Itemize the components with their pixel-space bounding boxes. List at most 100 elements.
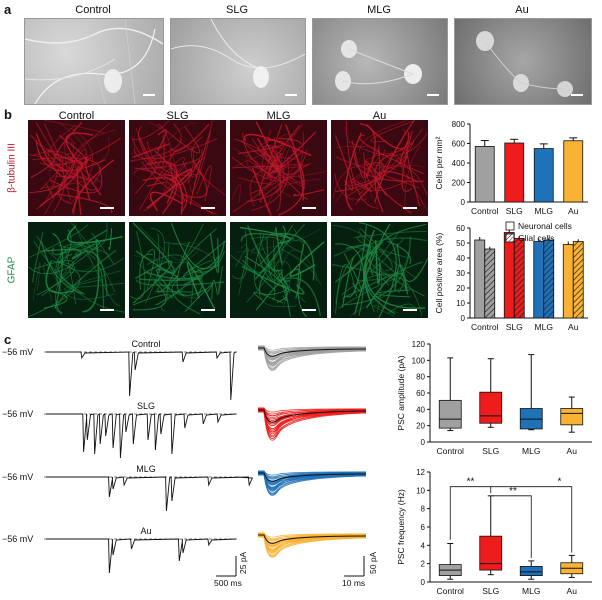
- x-tick-label: Au: [567, 586, 578, 596]
- voltage-label: −56 mV: [2, 472, 33, 482]
- scale-amp-label: 25 pA: [238, 551, 248, 574]
- sig-bracket: [492, 495, 532, 559]
- bar-glial-slg: [513, 238, 525, 319]
- y-tick-label: 0: [461, 314, 466, 323]
- fl-header-mlg: MLG: [266, 110, 291, 122]
- fl-header-au: Au: [372, 110, 387, 122]
- panel-label-a: a: [4, 2, 12, 17]
- bar-glial-mlg: [543, 239, 555, 319]
- bar-neuronal-mlg: [533, 241, 545, 319]
- y-tick-label: 30: [456, 269, 465, 278]
- y-tick-label: 20: [416, 422, 425, 431]
- frequency-box-slg: [479, 535, 503, 571]
- fl-header-slg: SLG: [166, 110, 189, 122]
- beta-tubulin-label: β-tubulin III: [6, 143, 18, 193]
- y-tick-label: 200: [452, 179, 466, 188]
- y-tick-label: 400: [452, 159, 466, 168]
- sig-label: **: [509, 486, 517, 497]
- legend-label-neuronal: Neuronal cells: [518, 221, 572, 231]
- bar-control: [474, 146, 495, 203]
- sem-image-au: [454, 18, 592, 105]
- fl-image-beta-tubulin-au: [331, 120, 428, 216]
- y-tick-label: 40: [416, 405, 425, 414]
- bar-neuronal-slg: [503, 232, 515, 319]
- bar-slg: [504, 142, 525, 203]
- x-tick-label: Control: [437, 446, 465, 456]
- fl-image-beta-tubulin-slg: [129, 120, 226, 216]
- overlay-average: [258, 347, 367, 357]
- fl-image-beta-tubulin-mlg: [230, 120, 327, 216]
- psc-traces: −56 mV Control −56 mV SLG −56 mV MLG −56 mV Au 5…: [2, 339, 378, 588]
- overlay-trace: [258, 532, 367, 540]
- fl-header-control: Control: [58, 110, 95, 122]
- legend-swatch-neuronal: [505, 221, 515, 231]
- overlay-trace: [258, 408, 367, 418]
- x-tick-label: Au: [568, 206, 579, 216]
- sig-label: **: [467, 477, 475, 488]
- y-tick-label: 12: [416, 468, 425, 477]
- overlay-trace: [258, 471, 367, 480]
- fl-image-gfap-au: [331, 222, 428, 318]
- trace-au: [46, 538, 237, 574]
- fl-image-gfap-control: [28, 222, 125, 318]
- x-tick-label: SLG: [482, 586, 499, 596]
- gfap-label: GFAP: [6, 256, 18, 284]
- overlay-average: [258, 409, 367, 423]
- trace-title: MLG: [136, 464, 156, 474]
- panel-label-c: c: [4, 332, 12, 347]
- sig-bracket: [449, 486, 492, 540]
- overlay-trace: [258, 345, 367, 353]
- y-tick-label: 10: [456, 299, 465, 308]
- y-tick-label: 10: [416, 486, 425, 495]
- bar-glial-au: [572, 241, 584, 319]
- sem-header-mlg: MLG: [367, 4, 391, 16]
- scale-bar: [571, 94, 583, 96]
- x-tick-label: SLG: [506, 206, 523, 216]
- y-tick-label: 80: [416, 373, 425, 382]
- legend-swatch-glial: [505, 233, 515, 243]
- y-tick-label: 800: [452, 120, 466, 129]
- x-tick-label: Control: [471, 322, 499, 332]
- amplitude-box-au: [560, 408, 584, 426]
- sem-image-control: [24, 18, 164, 105]
- overlay-average: [258, 472, 367, 482]
- x-tick-label: Au: [568, 322, 579, 332]
- trace-title: Control: [131, 339, 160, 349]
- bar-mlg: [533, 148, 554, 203]
- y-tick-label: 40: [456, 254, 465, 263]
- trace-mlg: [46, 476, 254, 512]
- legend-label-glial: Glial cells: [518, 233, 554, 243]
- beta-tubulin-label-container: β-tubulin III: [0, 120, 26, 216]
- x-tick-label: MLG: [522, 586, 540, 596]
- x-tick-label: Control: [471, 206, 499, 216]
- x-tick-label: MLG: [535, 322, 553, 332]
- y-axis-label: Cells per mm²: [434, 136, 444, 189]
- y-tick-label: 50: [456, 239, 465, 248]
- panel-label-b: b: [4, 107, 12, 122]
- sem-header-slg: SLG: [225, 4, 248, 16]
- x-tick-label: MLG: [535, 206, 553, 216]
- voltage-label: −56 mV: [2, 409, 33, 419]
- scale-bar: [143, 94, 155, 96]
- sig-label: *: [558, 477, 562, 488]
- scale-time2-label: 10 ms: [342, 578, 365, 588]
- y-axis-label: PSC amplitude (pA): [396, 355, 406, 430]
- sig-bracket: [490, 486, 573, 553]
- bar-neuronal-control: [474, 239, 486, 319]
- x-tick-label: Au: [567, 446, 578, 456]
- overlay-trace: [258, 346, 367, 355]
- sem-image-slg: [170, 18, 306, 105]
- x-tick-label: SLG: [482, 446, 499, 456]
- amplitude-box-slg: [479, 391, 503, 424]
- overlay-average: [258, 534, 367, 544]
- overlay-trace: [258, 345, 367, 367]
- overlay-trace: [258, 532, 367, 554]
- scale-time-label: 500 ms: [214, 578, 242, 588]
- sem-image-mlg: [312, 18, 448, 105]
- bar-au: [563, 140, 584, 203]
- y-tick-label: 0: [421, 438, 426, 447]
- sem-header-control: Control: [75, 4, 111, 16]
- y-tick-label: 120: [412, 340, 426, 349]
- overlay-trace: [258, 470, 367, 478]
- frequency-box-mlg: [519, 566, 543, 576]
